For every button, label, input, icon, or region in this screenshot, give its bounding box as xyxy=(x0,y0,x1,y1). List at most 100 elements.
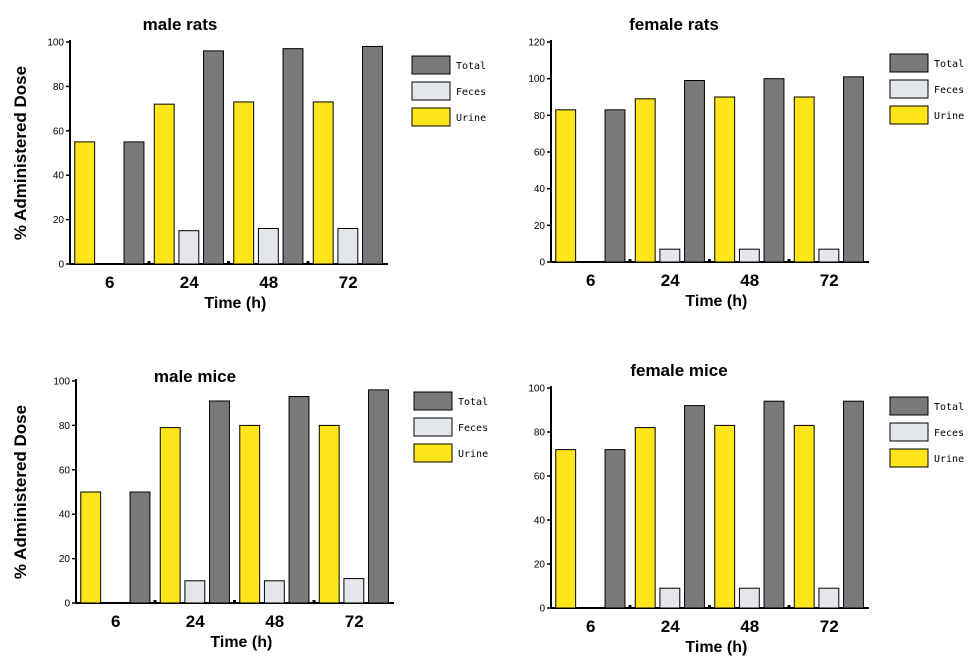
legend-swatch-urine xyxy=(889,105,929,125)
bar-total-72h xyxy=(843,400,864,609)
y-tick-label: 100 xyxy=(47,38,64,49)
bar-feces-72h xyxy=(343,578,365,604)
legend-swatch-feces xyxy=(889,422,929,442)
x-tick-mark xyxy=(787,605,791,608)
x-tick-label: 72 xyxy=(820,617,839,636)
chart-female-mice: female mice 0 20 40 60 80 100 6 24 48 72 Time (h) To… xyxy=(528,361,964,656)
bar-feces-48h xyxy=(738,587,760,609)
legend-swatch-total xyxy=(889,53,929,73)
x-axis-label: Time (h) xyxy=(685,293,747,310)
y-tick-label: 20 xyxy=(534,221,546,232)
bar-urine-6h xyxy=(80,491,102,604)
chart-male-mice: male mice % Administered Dose 0 20 40 60 80 100… xyxy=(11,367,488,651)
x-tick-label: 72 xyxy=(345,612,364,631)
y-tick-label: 80 xyxy=(534,111,546,122)
legend-label-feces: Feces xyxy=(934,85,964,96)
bar-feces-24h xyxy=(178,230,200,265)
y-tick-label: 100 xyxy=(528,74,545,85)
bar-feces-48h xyxy=(738,248,760,263)
bar-feces-48h xyxy=(257,227,279,265)
bar-urine-48h xyxy=(714,424,736,609)
legend-label-urine: Urine xyxy=(934,454,964,465)
x-tick-label: 6 xyxy=(586,617,595,636)
legend-label-feces: Feces xyxy=(934,428,964,439)
x-tick-mark xyxy=(628,605,632,608)
x-tick-label: 72 xyxy=(339,273,358,292)
bar-feces-72h xyxy=(818,248,840,263)
bar-urine-24h xyxy=(634,427,656,609)
bar-urine-72h xyxy=(793,424,815,609)
chart-title: female rats xyxy=(629,15,719,34)
bar-total-6h xyxy=(129,491,151,604)
chart-female-rats: female rats 0 20 40 60 80 100 120 6 24 48 72 Time (h… xyxy=(528,15,964,310)
legend-swatch-total xyxy=(889,396,929,416)
legend-label-urine: Urine xyxy=(458,449,488,460)
y-tick-label: 0 xyxy=(58,260,64,271)
x-tick-mark xyxy=(147,261,151,264)
bar-feces-24h xyxy=(659,248,681,263)
legend-label-total: Total xyxy=(456,61,486,72)
y-tick-label: 40 xyxy=(53,171,65,182)
x-tick-label: 24 xyxy=(180,273,199,292)
legend-label-total: Total xyxy=(458,397,488,408)
x-tick-mark xyxy=(306,261,310,264)
x-tick-label: 48 xyxy=(265,612,284,631)
y-tick-label: 0 xyxy=(64,599,70,610)
bar-total-24h xyxy=(684,80,705,263)
bar-feces-24h xyxy=(659,587,681,609)
x-axis-label: Time (h) xyxy=(204,295,266,312)
bar-total-24h xyxy=(203,50,224,265)
bar-feces-72h xyxy=(818,587,840,609)
x-axis-label: Time (h) xyxy=(210,634,272,651)
bar-total-72h xyxy=(843,76,864,263)
x-tick-label: 6 xyxy=(105,273,114,292)
bar-total-6h xyxy=(604,449,626,609)
bar-feces-24h xyxy=(184,580,206,604)
x-axis-label: Time (h) xyxy=(685,639,747,656)
y-tick-label: 20 xyxy=(53,215,65,226)
x-tick-label: 24 xyxy=(661,271,680,290)
chart-male-rats: male rats % Administered Dose 0 20 40 60 80 100… xyxy=(11,15,486,312)
y-tick-label: 40 xyxy=(534,184,546,195)
x-tick-mark xyxy=(628,259,632,262)
bar-total-48h xyxy=(282,48,304,265)
legend-label-feces: Feces xyxy=(456,87,486,98)
x-tick-label: 72 xyxy=(820,271,839,290)
chart-title: male rats xyxy=(143,15,218,34)
bar-urine-6h xyxy=(555,109,577,263)
y-axis-label: % Administered Dose xyxy=(11,405,30,579)
bar-feces-72h xyxy=(337,227,359,265)
legend-swatch-feces xyxy=(889,79,929,99)
x-tick-label: 48 xyxy=(259,273,278,292)
bar-urine-24h xyxy=(159,427,181,604)
y-tick-label: 60 xyxy=(53,126,65,137)
x-tick-label: 48 xyxy=(740,617,759,636)
bar-total-72h xyxy=(362,45,383,265)
bar-urine-72h xyxy=(793,96,815,263)
x-tick-mark xyxy=(227,261,230,264)
y-tick-label: 40 xyxy=(534,516,546,527)
x-tick-label: 48 xyxy=(740,271,759,290)
bar-total-6h xyxy=(604,109,626,263)
bar-urine-6h xyxy=(555,449,577,609)
bar-total-72h xyxy=(368,389,389,604)
bar-urine-48h xyxy=(714,96,736,263)
bar-urine-72h xyxy=(318,424,340,604)
bar-urine-6h xyxy=(74,141,96,265)
legend-label-total: Total xyxy=(934,402,964,413)
chart-title: male mice xyxy=(154,367,236,386)
bar-total-6h xyxy=(123,141,145,265)
bar-urine-48h xyxy=(239,424,261,604)
legend-label-urine: Urine xyxy=(456,113,486,124)
x-tick-mark xyxy=(153,600,157,603)
y-tick-label: 20 xyxy=(534,560,546,571)
legend-label-urine: Urine xyxy=(934,111,964,122)
y-tick-label: 0 xyxy=(539,258,545,269)
legend-swatch-urine xyxy=(411,107,451,127)
y-tick-label: 80 xyxy=(534,428,546,439)
y-tick-label: 120 xyxy=(528,38,545,49)
bar-feces-48h xyxy=(263,580,285,604)
bar-total-24h xyxy=(209,400,230,604)
y-tick-label: 60 xyxy=(59,465,71,476)
bar-urine-48h xyxy=(233,101,255,265)
